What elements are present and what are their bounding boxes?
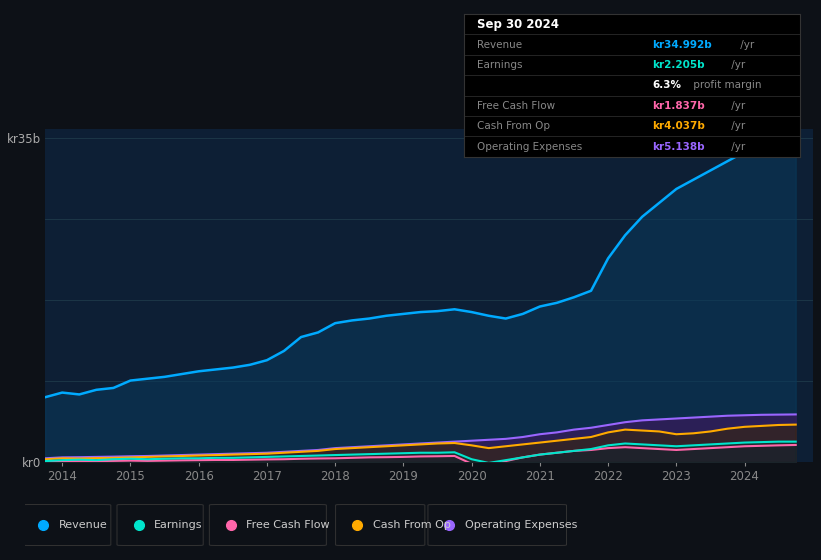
Text: Operating Expenses: Operating Expenses: [465, 520, 577, 530]
Text: kr2.205b: kr2.205b: [653, 60, 705, 70]
Text: /yr: /yr: [727, 121, 745, 131]
Text: kr1.837b: kr1.837b: [653, 101, 705, 111]
Text: 6.3%: 6.3%: [653, 81, 681, 90]
Text: kr5.138b: kr5.138b: [653, 142, 705, 152]
Text: Sep 30 2024: Sep 30 2024: [477, 18, 559, 31]
FancyBboxPatch shape: [117, 505, 204, 545]
FancyBboxPatch shape: [428, 505, 566, 545]
Text: Operating Expenses: Operating Expenses: [477, 142, 583, 152]
Text: kr34.992b: kr34.992b: [653, 40, 712, 50]
Text: Earnings: Earnings: [477, 60, 523, 70]
Text: /yr: /yr: [737, 40, 754, 50]
Text: Revenue: Revenue: [477, 40, 522, 50]
Text: Revenue: Revenue: [58, 520, 108, 530]
Text: Cash From Op: Cash From Op: [477, 121, 550, 131]
Text: /yr: /yr: [727, 60, 745, 70]
FancyBboxPatch shape: [209, 505, 327, 545]
Text: /yr: /yr: [727, 142, 745, 152]
Text: Earnings: Earnings: [154, 520, 203, 530]
FancyBboxPatch shape: [21, 505, 111, 545]
FancyBboxPatch shape: [336, 505, 425, 545]
Text: Free Cash Flow: Free Cash Flow: [246, 520, 330, 530]
Text: Cash From Op: Cash From Op: [373, 520, 451, 530]
Text: /yr: /yr: [727, 101, 745, 111]
Text: Free Cash Flow: Free Cash Flow: [477, 101, 556, 111]
Text: kr4.037b: kr4.037b: [653, 121, 705, 131]
Text: profit margin: profit margin: [690, 81, 762, 90]
